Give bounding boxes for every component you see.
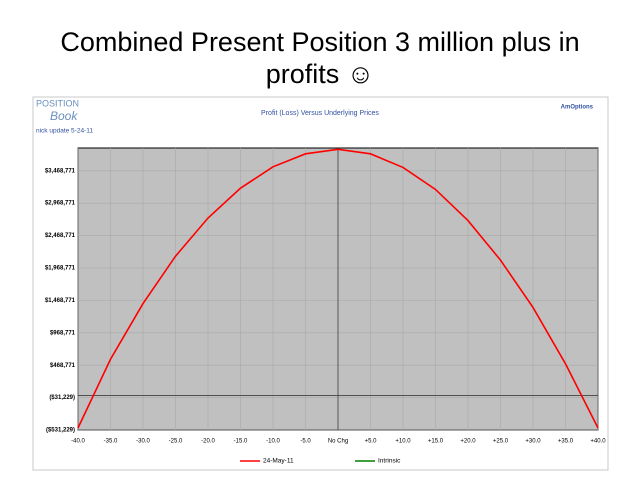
x-tick-label: +10.0 (395, 439, 411, 445)
x-tick-label: -20.0 (201, 439, 215, 445)
logo-line1: POSITION (36, 98, 79, 108)
y-tick-label: $1,468,771 (45, 298, 76, 304)
update-note: nick update 5-24-11 (36, 128, 93, 135)
legend-label: Intrinsic (378, 458, 401, 465)
x-tick-label: +5.0 (365, 439, 378, 445)
x-tick-label: -40.0 (71, 439, 85, 445)
y-tick-label: ($531,229) (46, 428, 75, 434)
y-tick-label: $1,968,771 (45, 266, 76, 272)
x-tick-label: +30.0 (525, 439, 541, 445)
legend-label: 24-May-11 (263, 458, 294, 465)
x-tick-label: No Chg (328, 439, 348, 445)
x-tick-label: -5.0 (300, 439, 311, 445)
x-tick-label: +15.0 (428, 439, 444, 445)
y-tick-label: $2,968,771 (45, 201, 76, 207)
y-tick-label: $3,468,771 (45, 168, 76, 174)
x-tick-label: +20.0 (460, 439, 476, 445)
x-tick-label: -10.0 (266, 439, 280, 445)
x-tick-label: +35.0 (558, 439, 574, 445)
x-tick-label: +40.0 (590, 439, 606, 445)
y-tick-label: $968,771 (50, 330, 76, 336)
x-tick-label: -15.0 (234, 439, 248, 445)
chart-title: Profit (Loss) Versus Underlying Prices (261, 110, 379, 117)
slide-title: Combined Present Position 3 million plus… (60, 27, 580, 89)
logo-line2: Book (50, 109, 78, 123)
y-tick-label: $468,771 (50, 363, 76, 369)
y-tick-label: $2,468,771 (45, 233, 76, 239)
y-tick-label: ($31,229) (49, 395, 75, 401)
x-tick-label: +25.0 (493, 439, 509, 445)
series-line (77, 148, 599, 429)
x-tick-label: -35.0 (104, 439, 118, 445)
brand: AmOptions (561, 105, 594, 111)
x-tick-label: -30.0 (136, 439, 150, 445)
x-tick-label: -25.0 (169, 439, 183, 445)
